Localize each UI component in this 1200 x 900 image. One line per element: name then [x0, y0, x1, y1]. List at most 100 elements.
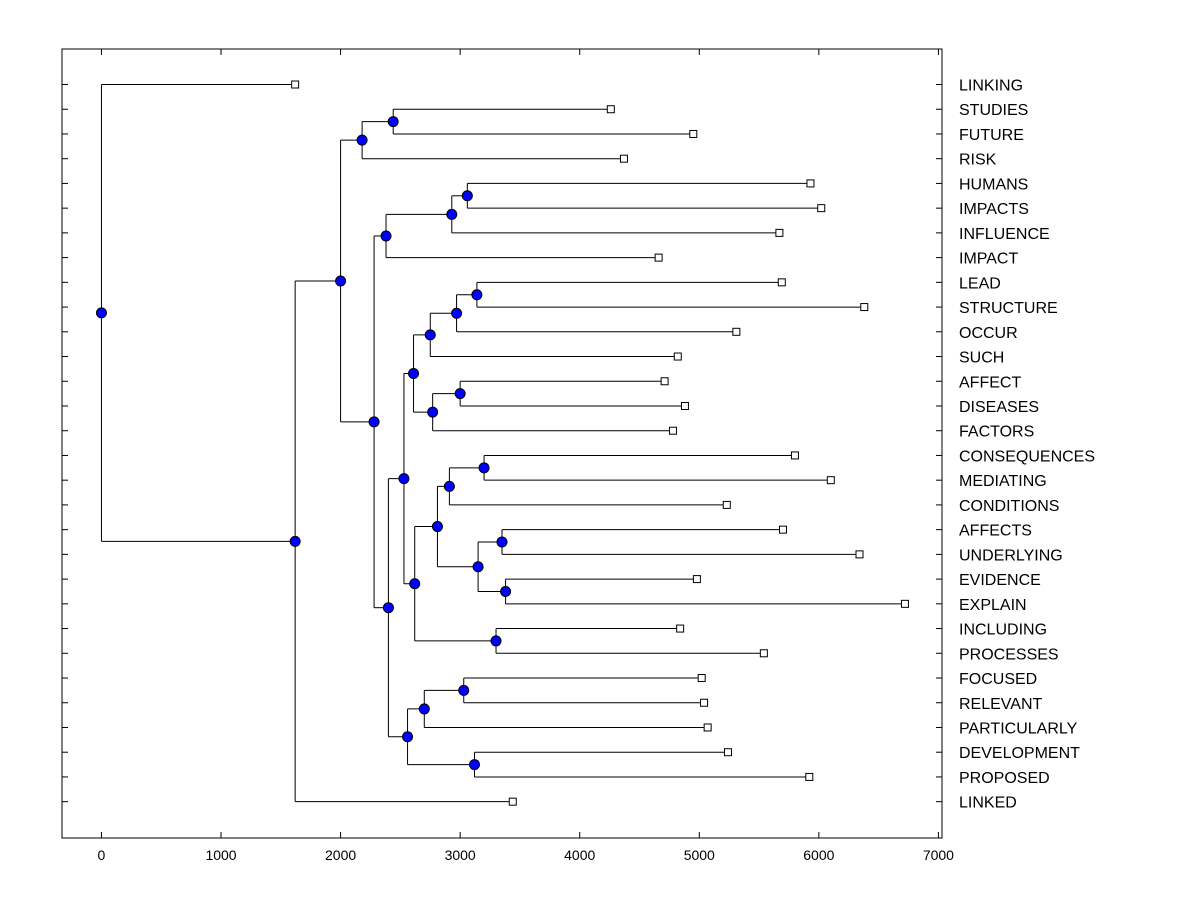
merge-node — [471, 289, 483, 301]
leaf-label: PARTICULARLY — [959, 720, 1078, 737]
leaf-marker — [700, 698, 709, 707]
merge-node — [427, 406, 439, 418]
leaf-label: LINKED — [959, 795, 1017, 812]
merge-node — [458, 684, 470, 696]
merge-node — [443, 480, 455, 492]
leaf-marker — [790, 451, 799, 460]
leaf-label: RISK — [959, 152, 997, 169]
x-tick-label: 6000 — [803, 847, 834, 863]
leaf-label: INFLUENCE — [959, 226, 1050, 243]
merge-node — [500, 585, 512, 597]
merge-node — [289, 535, 301, 547]
x-tick-label: 4000 — [564, 847, 595, 863]
leaf-label: MEDIATING — [959, 473, 1047, 490]
merge-node — [356, 134, 368, 146]
leaf-marker — [291, 80, 300, 89]
merge-node — [469, 759, 480, 771]
leaf-marker — [660, 377, 669, 386]
leaf-label: STUDIES — [959, 102, 1028, 119]
leaf-marker — [689, 129, 698, 138]
merge-node — [335, 275, 347, 287]
leaf-marker — [777, 278, 786, 287]
leaf-marker — [697, 674, 706, 683]
leaf-label: PROPOSED — [959, 770, 1050, 787]
leaf-marker — [900, 599, 909, 608]
leaf-label: LINKING — [959, 78, 1023, 95]
leaf-label: FACTORS — [959, 424, 1034, 441]
leaf-labels: LINKING STUDIES FUTURE RISK HUMANS IMPACTS INF… — [959, 78, 1095, 812]
leaf-marker — [860, 303, 869, 312]
leaf-label: LEAD — [959, 275, 1001, 292]
leaf-marker — [676, 624, 685, 633]
merge-node — [451, 307, 463, 319]
leaf-label: UNDERLYING — [959, 547, 1063, 564]
leaf-label: PROCESSES — [959, 646, 1059, 663]
leaf-label: OCCUR — [959, 325, 1018, 342]
leaf-label: HUMANS — [959, 176, 1028, 193]
leaf-marker — [654, 253, 663, 262]
merge-node — [387, 116, 399, 128]
leaf-label: CONDITIONS — [959, 498, 1059, 515]
merge-node — [454, 388, 466, 400]
leaf-label: INCLUDING — [959, 622, 1047, 639]
leaf-label: DISEASES — [959, 399, 1039, 416]
leaf-marker — [508, 797, 517, 806]
leaf-marker — [855, 550, 864, 559]
merge-node — [95, 307, 107, 319]
x-tick-label: 2000 — [325, 847, 356, 863]
leaf-marker — [732, 327, 741, 336]
leaf-label: EXPLAIN — [959, 597, 1027, 614]
leaf-label: AFFECT — [959, 374, 1021, 391]
leaf-marker — [817, 204, 826, 213]
leaf-label: DEVELOPMENT — [959, 745, 1080, 762]
merge-node — [409, 578, 421, 590]
merge-node — [472, 561, 484, 573]
leaf-marker — [680, 401, 689, 410]
merge-node — [461, 190, 473, 202]
leaf-label: IMPACTS — [959, 201, 1029, 218]
merge-node — [431, 521, 443, 533]
y-axis-ticks — [62, 84, 942, 803]
leaf-label: RELEVANT — [959, 696, 1043, 713]
leaf-marker — [668, 426, 677, 435]
leaf-label: STRUCTURE — [959, 300, 1058, 317]
merge-node-markers — [95, 116, 512, 771]
merge-node — [418, 703, 430, 715]
leaf-label: CONSEQUENCES — [959, 448, 1095, 465]
leaf-markers — [291, 80, 909, 806]
leaf-label: IMPACT — [959, 251, 1018, 268]
x-axis: 0 1000 2000 3000 4000 5000 6000 7000 — [98, 49, 954, 863]
merge-node — [382, 602, 394, 614]
leaf-marker — [805, 772, 814, 781]
merge-node — [490, 635, 502, 647]
leaf-marker — [722, 500, 731, 509]
leaf-label: SUCH — [959, 350, 1004, 367]
dendrogram-links — [100, 84, 905, 803]
leaf-marker — [619, 154, 628, 163]
merge-node — [446, 208, 458, 220]
plot-frame — [61, 48, 943, 839]
leaf-marker — [703, 723, 712, 732]
leaf-marker — [673, 352, 682, 361]
merge-node — [424, 329, 436, 341]
leaf-label: FOCUSED — [959, 671, 1037, 688]
leaf-label: AFFECTS — [959, 523, 1032, 540]
leaf-marker — [826, 476, 835, 485]
leaf-marker — [778, 525, 787, 534]
x-tick-label: 7000 — [923, 847, 954, 863]
merge-node — [398, 473, 410, 485]
merge-node — [402, 731, 414, 743]
merge-node — [408, 368, 420, 380]
leaf-marker — [775, 228, 784, 237]
leaf-label: FUTURE — [959, 127, 1024, 144]
merge-node — [478, 462, 490, 474]
merge-node — [368, 416, 380, 428]
x-tick-label: 0 — [98, 847, 106, 863]
x-tick-label: 5000 — [684, 847, 715, 863]
leaf-marker — [759, 649, 768, 658]
x-tick-label: 3000 — [445, 847, 476, 863]
merge-node — [380, 230, 392, 242]
leaf-marker — [606, 105, 615, 114]
leaf-marker — [723, 748, 732, 757]
